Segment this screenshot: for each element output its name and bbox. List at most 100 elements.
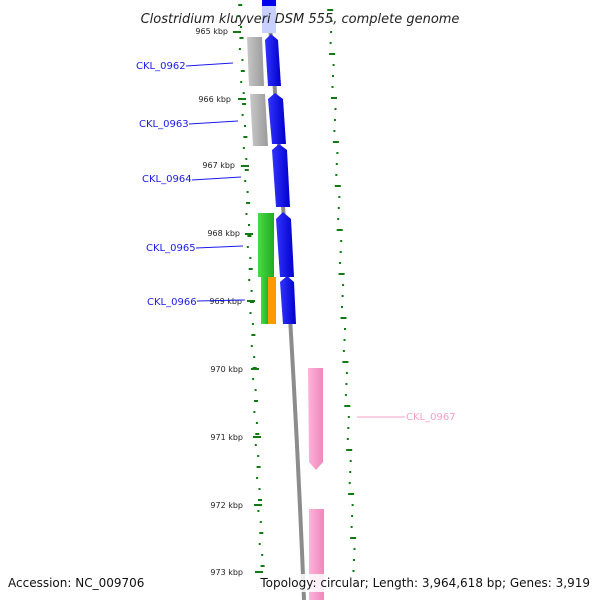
gc-tick [250, 345, 253, 347]
gc-tick [248, 268, 253, 270]
gc-tick [254, 400, 258, 402]
gc-tick [343, 339, 346, 341]
gc-tick [332, 64, 335, 66]
feature-pale-blue[interactable] [262, 0, 276, 33]
kbp-tick [233, 31, 241, 33]
gc-tick [254, 389, 257, 391]
kbp-label: 967 kbp [202, 161, 235, 170]
gc-tick [340, 240, 343, 242]
gc-tick [349, 471, 352, 473]
gene-label-ckl-0967[interactable]: CKL_0967 [406, 412, 456, 423]
kbp-label: 965 kbp [195, 27, 228, 36]
kbp-label: 973 kbp [210, 568, 243, 577]
gene-label-ckl-0962[interactable]: CKL_0962 [136, 61, 186, 72]
gc-tick [237, 15, 240, 17]
kbp-tick [241, 165, 249, 167]
gc-tick [340, 317, 347, 319]
gc-tick [249, 312, 252, 314]
gene-ckl-0963-arrow[interactable] [268, 93, 286, 144]
gc-tick [330, 31, 333, 33]
gc-tick [247, 235, 252, 237]
kbp-label: 966 kbp [198, 95, 231, 104]
gc-tick [260, 565, 265, 567]
gc-tick [238, 48, 241, 50]
gc-tick [353, 559, 355, 561]
kbp-tick [251, 368, 259, 370]
gc-content-track-right [327, 9, 357, 572]
leader-line-ckl-0963 [188, 120, 239, 125]
gene-ckl-0962-arrow[interactable] [265, 34, 281, 86]
gc-tick [344, 394, 347, 396]
feature-green-2[interactable] [261, 277, 269, 324]
kbp-label: 968 kbp [207, 229, 240, 238]
gc-tick [242, 103, 247, 105]
gene-labels: CKL_0962 CKL_0963 CKL_0964 CKL_0965 CKL_… [136, 61, 456, 423]
leader-line-ckl-0962 [185, 62, 234, 67]
gc-tick [353, 548, 356, 550]
gc-tick [344, 405, 351, 407]
gene-label-ckl-0963[interactable]: CKL_0963 [139, 119, 189, 130]
kbp-label: 972 kbp [210, 501, 243, 510]
gc-tick [341, 295, 344, 297]
gene-ckl-0966-arrow[interactable] [280, 276, 296, 324]
topology-text: Topology: circular; Length: 3,964,618 bp… [259, 576, 590, 590]
gc-tick [348, 493, 355, 495]
gc-tick [253, 356, 256, 358]
gc-tick [350, 537, 357, 539]
gc-tick [240, 70, 245, 72]
kbp-tick [247, 300, 255, 302]
gc-tick [254, 444, 257, 446]
gc-tick [256, 466, 261, 468]
feature-orange[interactable] [268, 277, 276, 324]
gene-label-ckl-0966[interactable]: CKL_0966 [147, 297, 197, 308]
gc-tick [244, 180, 247, 182]
gc-tick [339, 262, 342, 264]
gc-tick [251, 323, 254, 325]
gene-ckl-0965-arrow[interactable] [276, 212, 294, 277]
gc-tick [346, 449, 353, 451]
gc-tick [342, 361, 349, 363]
gc-tick [347, 427, 350, 429]
gc-tick [248, 279, 251, 281]
gc-tick [338, 196, 341, 198]
gc-tick [345, 383, 348, 385]
gc-tick [336, 229, 343, 231]
gc-tick [243, 136, 248, 138]
gc-tick [255, 433, 260, 435]
gc-tick [349, 460, 352, 462]
gc-tick [258, 499, 262, 501]
feature-green-1[interactable] [258, 213, 274, 277]
gc-tick [348, 482, 351, 484]
gc-tick [255, 422, 258, 424]
feature-grey-2[interactable] [250, 94, 268, 146]
gc-tick [342, 350, 345, 352]
kbp-tick [253, 436, 261, 438]
feature-grey-1[interactable] [247, 37, 264, 86]
feature-blue-top[interactable] [262, 0, 276, 6]
gene-label-ckl-0964[interactable]: CKL_0964 [142, 174, 192, 185]
gc-tick [246, 191, 249, 193]
gc-tick [259, 532, 264, 534]
gc-tick [342, 284, 345, 286]
gene-ckl-0967-arrow[interactable] [308, 368, 323, 470]
gc-tick [244, 125, 246, 127]
gene-ckl-0964-arrow[interactable] [272, 144, 290, 207]
gc-tick [238, 4, 243, 6]
gc-tick [239, 37, 244, 39]
kbp-label: 971 kbp [210, 433, 243, 442]
gc-tick [337, 218, 340, 220]
gc-tick [337, 207, 340, 209]
gc-tick [331, 86, 334, 88]
gc-tick [338, 273, 345, 275]
gene-label-ckl-0965[interactable]: CKL_0965 [146, 243, 196, 254]
gc-tick [332, 141, 339, 143]
gc-tick [258, 488, 261, 490]
gc-tick [245, 213, 248, 215]
gc-tick [249, 257, 252, 259]
gc-tick [241, 59, 244, 61]
gc-tick [334, 108, 337, 110]
footer-backdrop [258, 574, 596, 592]
leader-line-ckl-0964 [191, 176, 242, 181]
gc-tick [333, 130, 336, 132]
